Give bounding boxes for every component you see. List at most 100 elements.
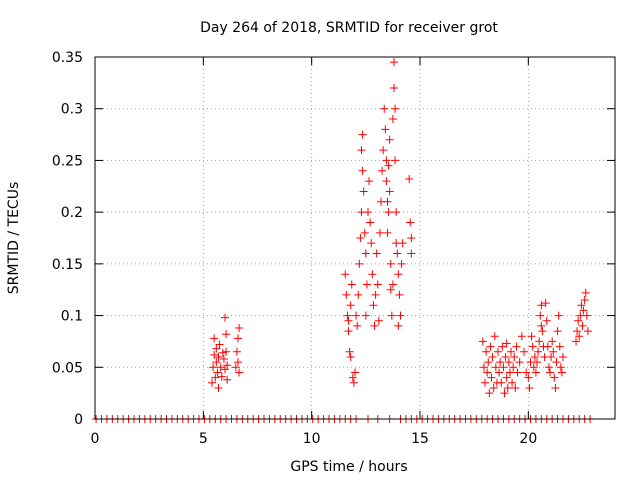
data-point-marker — [501, 352, 510, 361]
data-point-marker — [208, 378, 216, 387]
data-point-marker — [221, 365, 229, 374]
data-point-marker — [512, 342, 521, 351]
data-point-marker — [527, 332, 536, 341]
data-point-marker — [529, 363, 538, 372]
data-point-marker — [407, 249, 416, 258]
data-point-marker — [498, 342, 507, 351]
y-tick-label: 0.1 — [61, 309, 83, 325]
y-tick-label: 0.25 — [52, 153, 83, 169]
data-point-marker — [495, 368, 504, 377]
data-point-marker — [344, 327, 353, 336]
data-point-marker — [395, 290, 404, 299]
data-point-marker — [520, 347, 528, 356]
data-point-marker — [530, 352, 539, 361]
data-point-marker — [503, 383, 512, 392]
data-point-marker — [522, 368, 531, 377]
data-point-marker — [365, 177, 374, 186]
data-point-marker — [346, 301, 355, 310]
data-point-marker — [573, 327, 582, 336]
data-point-marker — [490, 332, 499, 341]
data-point-marker — [388, 280, 397, 289]
data-point-marker — [211, 373, 220, 382]
data-point-marker — [534, 347, 543, 356]
data-point-marker — [397, 259, 406, 268]
data-point-marker — [222, 330, 231, 339]
y-tick-label: 0.35 — [52, 50, 83, 66]
data-point-marker — [481, 378, 489, 387]
data-point-marker — [213, 368, 222, 377]
data-point-marker — [381, 125, 390, 134]
data-point-marker — [537, 321, 546, 330]
y-axis-tick-labels: 0 0.05 0.1 0.15 0.2 0.25 0.3 0.35 — [52, 50, 83, 428]
data-point-marker — [579, 306, 588, 315]
data-point-marker — [382, 177, 391, 186]
data-point-marker — [513, 368, 522, 377]
data-point-marker — [554, 311, 563, 320]
y-tick-label: 0.3 — [61, 102, 83, 118]
data-point-marker — [510, 352, 519, 361]
data-point-marker — [384, 161, 393, 170]
chart-title: Day 264 of 2018, SRMTID for receiver gro… — [200, 20, 498, 36]
data-point-marker — [382, 156, 391, 165]
data-point-marker — [391, 156, 400, 165]
x-tick-label: 5 — [199, 431, 208, 447]
data-point-marker — [557, 368, 566, 377]
data-point-marker — [551, 383, 560, 392]
y-axis-label: SRMTID / TECUs — [6, 182, 22, 295]
data-point-marker — [478, 337, 487, 346]
data-point-marker — [538, 327, 547, 336]
data-point-marker — [344, 316, 353, 325]
data-point-marker — [488, 352, 497, 361]
y-tick-label: 0.15 — [52, 257, 83, 273]
data-point-marker — [485, 389, 494, 398]
data-point-marker — [483, 368, 492, 377]
plot-frame — [94, 56, 616, 420]
data-point-marker — [500, 389, 509, 398]
data-point-marker — [394, 321, 403, 330]
data-point-marker — [543, 342, 552, 351]
data-point-marker — [496, 358, 505, 367]
data-point-marker — [502, 373, 511, 382]
data-point-marker — [357, 146, 366, 155]
data-point-marker — [392, 208, 401, 217]
data-point-marker — [556, 363, 565, 372]
data-point-marker — [343, 311, 352, 320]
data-point-marker — [517, 332, 526, 341]
x-tick-label: 15 — [411, 431, 429, 447]
data-point-marker — [528, 342, 537, 351]
data-point-marker — [386, 259, 395, 268]
data-point-marker — [351, 368, 359, 377]
data-point-marker — [396, 311, 405, 320]
data-point-marker — [525, 383, 534, 392]
data-point-marker — [218, 348, 227, 357]
data-point-marker — [578, 321, 587, 330]
data-point-marker — [379, 146, 388, 155]
y-tick-label: 0.2 — [61, 205, 83, 221]
x-tick-label: 20 — [519, 431, 537, 447]
data-point-marker — [359, 187, 368, 196]
data-point-marker — [361, 249, 370, 258]
data-point-marker — [209, 363, 218, 372]
data-point-marker — [491, 363, 500, 372]
data-point-marker — [391, 104, 400, 113]
data-point-marker — [504, 358, 513, 367]
data-point-marker — [373, 280, 382, 289]
data-point-marker — [214, 352, 223, 361]
y-tick-label: 0.05 — [52, 360, 83, 376]
data-point-marker — [349, 378, 358, 387]
data-point-marker — [369, 301, 378, 310]
data-point-marker — [222, 347, 231, 356]
data-point-marker — [486, 342, 495, 351]
data-point-marker — [383, 228, 392, 237]
data-point-marker — [361, 311, 370, 320]
data-point-marker — [549, 347, 558, 356]
data-point-marker — [231, 363, 240, 372]
data-point-marker — [541, 299, 550, 308]
data-point-marker — [384, 208, 393, 217]
data-point-marker — [348, 373, 357, 382]
data-point-marker — [407, 234, 416, 242]
data-point-marker — [210, 334, 219, 343]
data-point-marker — [346, 352, 355, 361]
data-point-marker — [364, 208, 372, 217]
